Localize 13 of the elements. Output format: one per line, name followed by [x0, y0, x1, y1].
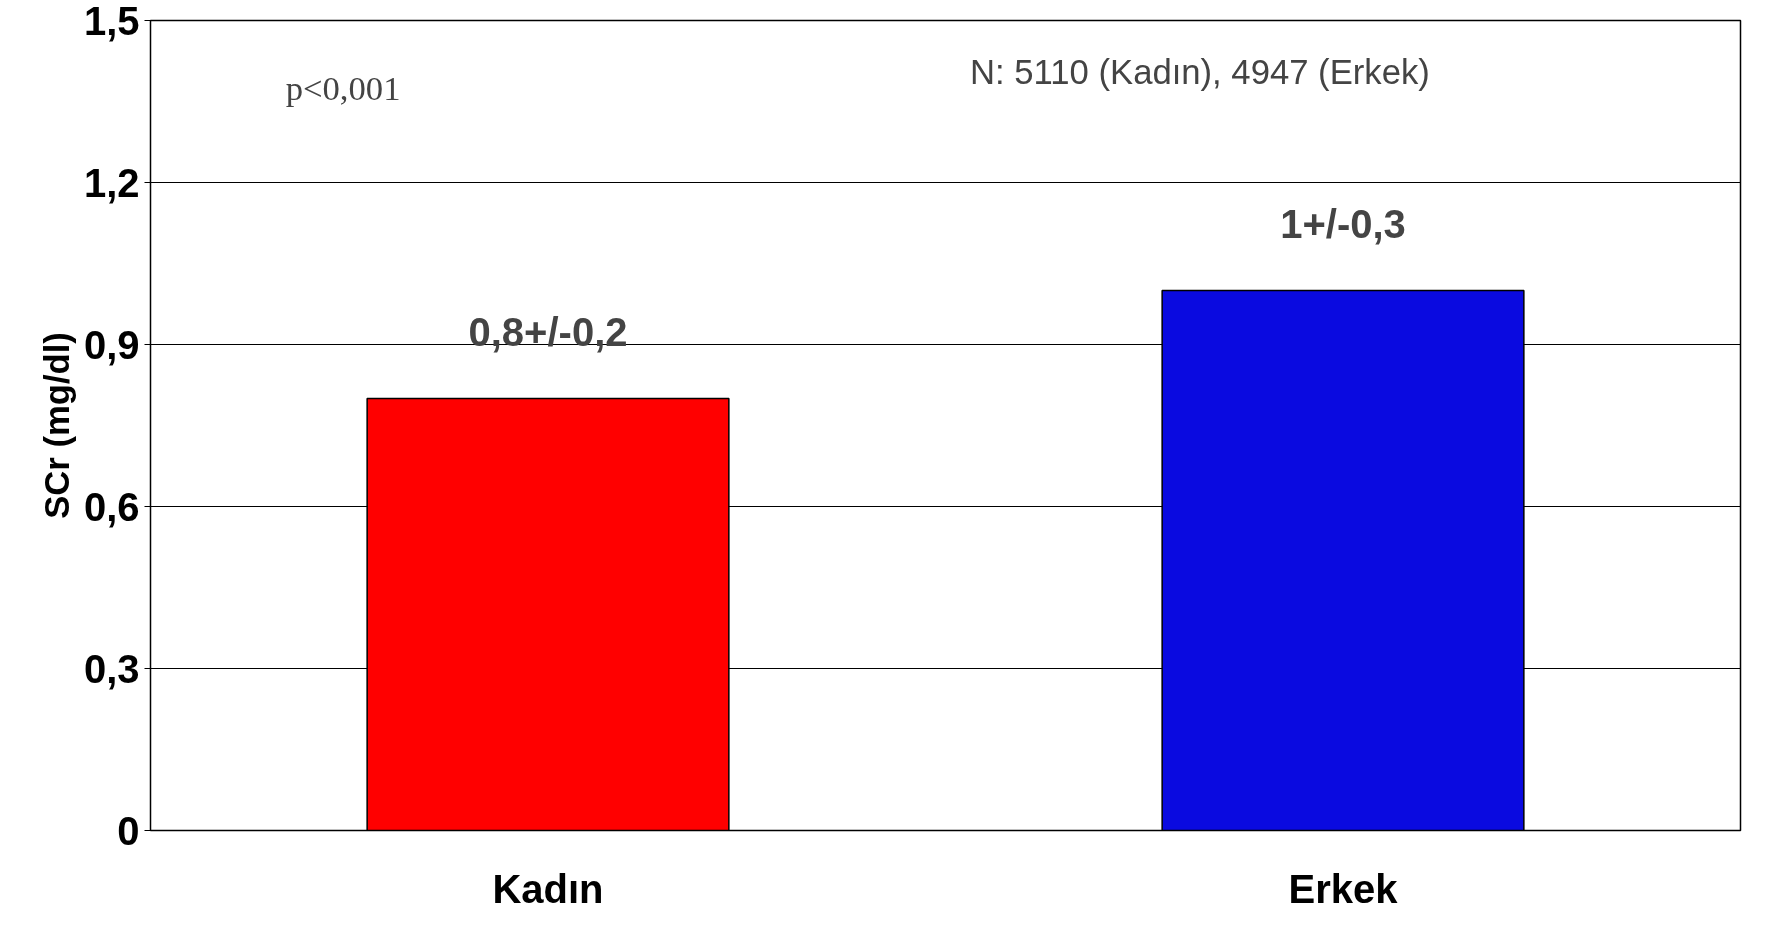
y-tick-label: 0,6	[83, 484, 140, 529]
y-axis-title: SCr (mg/dl)	[37, 332, 76, 519]
x-tick-label: Kadın	[492, 866, 604, 911]
y-tick-label: 0	[117, 808, 140, 853]
annotation: N: 5110 (Kadın), 4947 (Erkek)	[970, 52, 1430, 91]
data-label: 1+/-0,3	[1280, 201, 1406, 246]
y-tick-label: 0,3	[83, 646, 140, 691]
data-label: 0,8+/-0,2	[468, 309, 628, 354]
x-tick-label: Erkek	[1288, 866, 1399, 911]
y-tick-label: 1,2	[83, 160, 140, 205]
y-tick-label: 0,9	[83, 322, 140, 367]
annotation: p<0,001	[285, 68, 401, 107]
y-tick-label: 1,5	[83, 0, 140, 43]
